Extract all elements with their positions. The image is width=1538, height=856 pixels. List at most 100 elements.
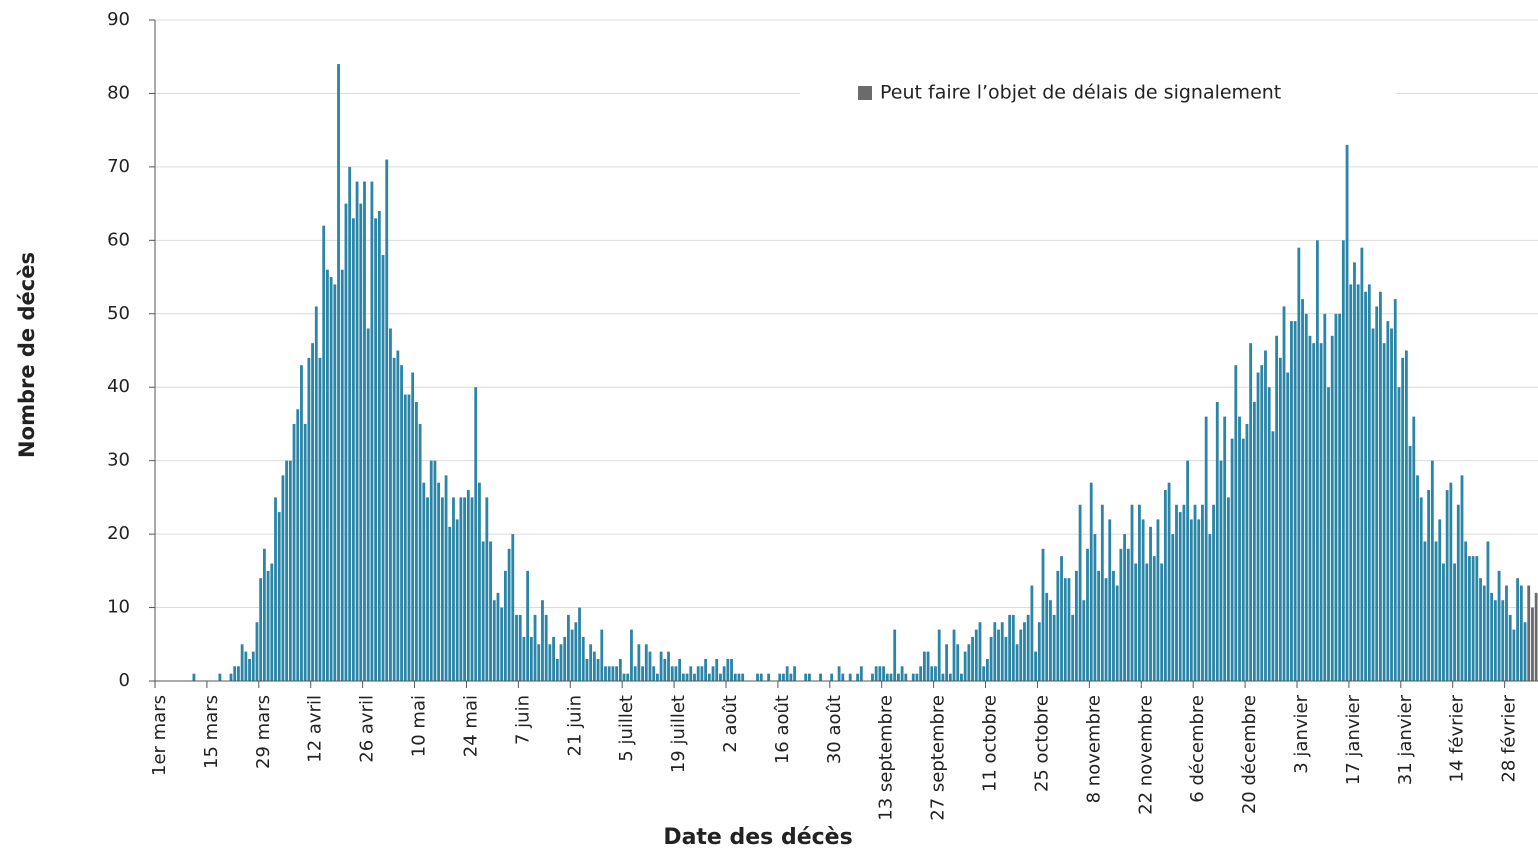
y-tick-label: 40 <box>107 376 130 397</box>
bar <box>1323 313 1327 681</box>
bar <box>1052 614 1056 681</box>
bar <box>885 673 889 681</box>
bar <box>611 666 615 681</box>
bar <box>515 614 518 681</box>
bar <box>1297 247 1301 681</box>
bar <box>518 614 522 681</box>
bar <box>1178 512 1182 681</box>
bar <box>1531 607 1534 681</box>
bar <box>785 666 789 681</box>
bar <box>952 629 956 681</box>
bar <box>1056 570 1060 681</box>
legend-label: Peut faire l’objet de délais de signalem… <box>880 82 1281 104</box>
bar <box>1134 563 1138 681</box>
bar <box>737 673 741 681</box>
bar <box>1093 534 1097 681</box>
bar <box>722 666 726 681</box>
bar <box>444 475 448 681</box>
bar <box>437 482 441 681</box>
bar <box>1252 401 1256 681</box>
bar <box>696 666 700 681</box>
bar <box>1479 578 1482 681</box>
bar <box>274 497 277 681</box>
bar <box>466 490 470 681</box>
bar <box>1386 321 1390 681</box>
bar <box>648 651 652 681</box>
bar <box>459 497 463 681</box>
bar <box>1245 423 1249 681</box>
bar <box>359 203 363 681</box>
bar <box>1141 519 1145 681</box>
bar <box>422 482 426 681</box>
bar <box>1290 321 1293 681</box>
bar <box>848 673 852 681</box>
bar <box>370 181 374 682</box>
bar <box>1089 482 1093 681</box>
bar <box>570 629 574 681</box>
bar <box>1097 570 1101 681</box>
bar <box>414 401 418 681</box>
bar <box>1008 614 1012 681</box>
bar <box>1264 350 1267 681</box>
x-tick-label: 24 mai <box>460 695 481 757</box>
bar <box>259 578 263 681</box>
bar <box>1523 622 1527 681</box>
bar <box>982 666 986 681</box>
bar <box>789 673 793 681</box>
bar <box>470 497 474 681</box>
bar <box>411 372 415 681</box>
bar <box>544 614 548 681</box>
bar <box>1460 475 1464 681</box>
bar <box>1327 387 1330 681</box>
bar <box>1026 614 1030 681</box>
bar <box>1508 614 1512 681</box>
bar <box>303 423 307 681</box>
bar <box>496 592 500 681</box>
bar <box>1015 644 1019 681</box>
x-tick-label: 10 mai <box>409 695 430 757</box>
bar <box>1519 585 1523 681</box>
bar <box>674 666 678 681</box>
bar <box>1449 482 1453 681</box>
bar <box>1353 262 1356 681</box>
bar <box>1208 534 1212 681</box>
bar <box>1390 328 1393 681</box>
bar <box>615 666 619 681</box>
x-tick-label: 21 juin <box>564 695 585 756</box>
bar <box>1367 284 1371 681</box>
bar <box>715 658 719 681</box>
bar <box>1497 570 1501 681</box>
bar <box>348 166 352 681</box>
bar <box>233 666 237 681</box>
bar <box>704 658 708 681</box>
bar <box>326 269 329 681</box>
bar <box>270 563 274 681</box>
bar <box>1201 504 1204 681</box>
bar <box>418 423 422 681</box>
bar <box>1493 600 1497 681</box>
bar <box>1023 622 1026 681</box>
bar <box>782 673 785 681</box>
bar <box>726 658 730 681</box>
x-tick-label: 14 février <box>1447 694 1468 782</box>
bar <box>266 570 270 681</box>
bar <box>941 673 945 681</box>
bar <box>733 673 737 681</box>
bar <box>1371 328 1375 681</box>
bar <box>604 666 607 681</box>
bar <box>1019 629 1023 681</box>
bar <box>978 622 982 681</box>
bar <box>311 343 314 681</box>
x-axis-title: Date des décès <box>663 825 852 850</box>
bar <box>1197 519 1201 681</box>
bar <box>248 658 251 681</box>
bar <box>552 636 555 681</box>
bar <box>663 658 667 681</box>
bar <box>262 548 266 681</box>
x-tick-label: 7 juin <box>512 695 533 745</box>
bar <box>333 284 337 681</box>
bar <box>626 673 630 681</box>
bar <box>574 622 578 681</box>
bar <box>463 497 467 681</box>
